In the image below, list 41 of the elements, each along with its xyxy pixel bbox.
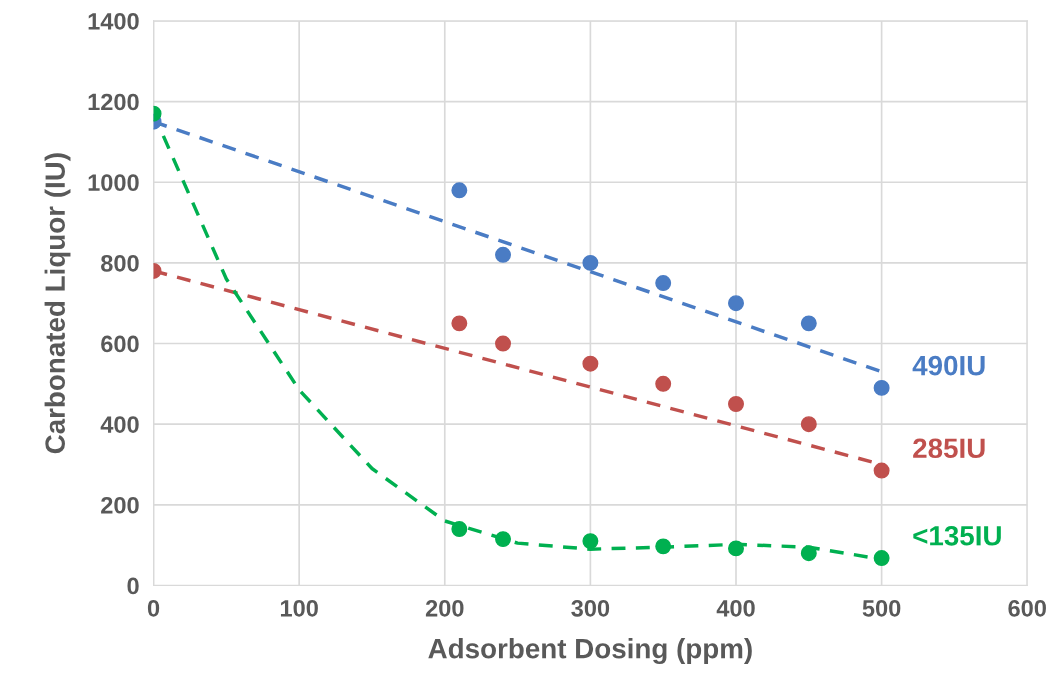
point bbox=[655, 275, 672, 292]
point bbox=[495, 246, 512, 263]
point bbox=[451, 182, 468, 199]
point bbox=[873, 462, 890, 479]
y-tick-label: 1000 bbox=[88, 174, 139, 191]
x-tick-label: 200 bbox=[425, 599, 464, 617]
y-tick-label: 0 bbox=[127, 577, 139, 595]
point bbox=[873, 379, 890, 396]
x-tick-label: 400 bbox=[716, 599, 755, 617]
y-tick-label: 400 bbox=[100, 416, 139, 433]
x-tick-label: 0 bbox=[147, 599, 160, 617]
y-axis-title: Carbonated Liquor (IU) bbox=[44, 153, 71, 454]
x-tick-label: 100 bbox=[280, 599, 318, 617]
point bbox=[582, 533, 599, 550]
series-label: 490IU bbox=[912, 355, 985, 376]
point bbox=[451, 521, 468, 538]
x-axis-title: Adsorbent Dosing (ppm) bbox=[428, 638, 752, 665]
y-tick-label: 1400 bbox=[88, 12, 139, 30]
point bbox=[451, 315, 468, 332]
x-tick-label: 600 bbox=[1008, 599, 1046, 617]
point bbox=[495, 531, 512, 548]
point bbox=[582, 355, 599, 372]
point bbox=[873, 550, 890, 567]
point bbox=[800, 545, 817, 562]
point bbox=[800, 315, 817, 332]
point bbox=[495, 335, 512, 352]
x-tick-label: 300 bbox=[571, 599, 610, 617]
x-tick-label: 500 bbox=[862, 599, 901, 617]
point bbox=[800, 416, 817, 433]
point bbox=[728, 540, 744, 557]
y-tick-label: 200 bbox=[101, 496, 139, 514]
y-tick-label: 600 bbox=[101, 335, 139, 353]
point bbox=[655, 538, 672, 555]
point bbox=[655, 375, 672, 392]
point bbox=[582, 254, 599, 271]
series-label: <135IU bbox=[913, 525, 1001, 546]
y-tick-label: 1200 bbox=[88, 93, 139, 111]
y-tick-label: 800 bbox=[101, 254, 139, 272]
point bbox=[728, 295, 744, 312]
point bbox=[728, 396, 744, 412]
series-label: 285IU bbox=[913, 438, 985, 459]
